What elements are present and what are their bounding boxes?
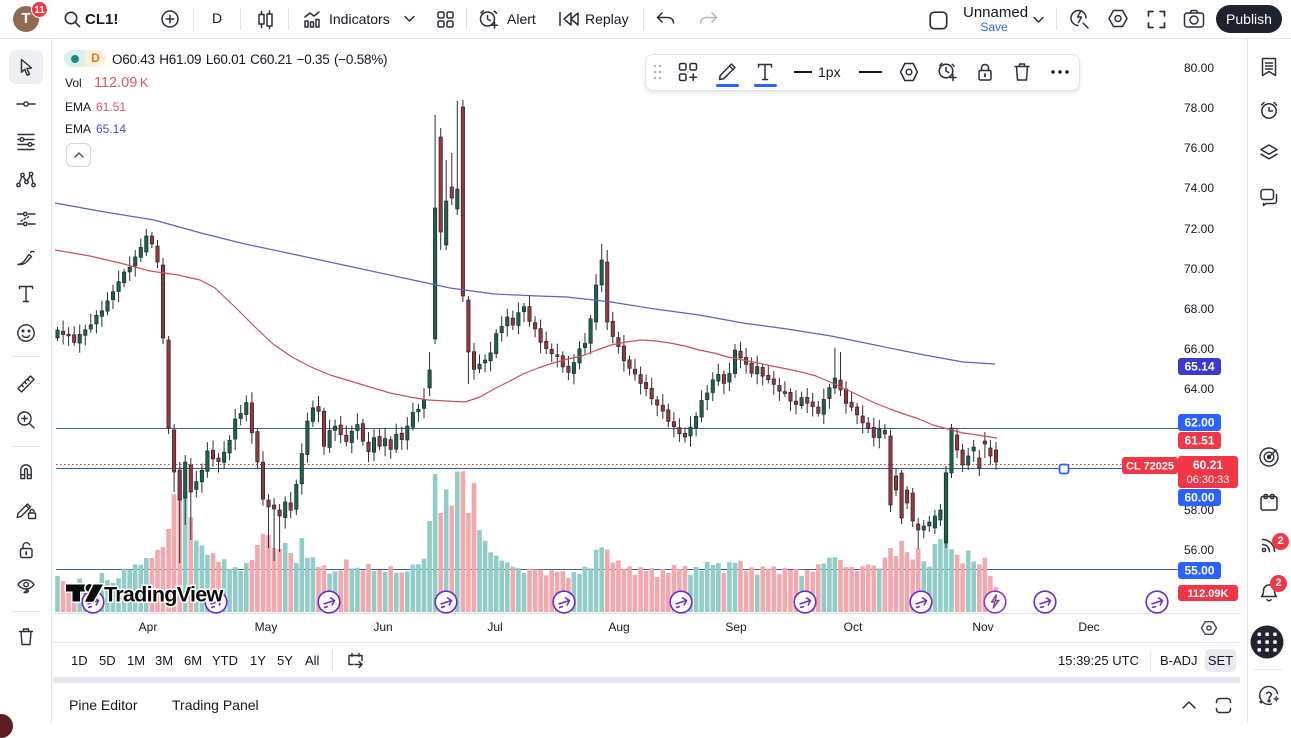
- svg-text:Jun: Jun: [373, 620, 392, 634]
- svg-text:Apr: Apr: [139, 620, 158, 634]
- svg-text:Sep: Sep: [725, 620, 747, 634]
- svg-text:112.09K: 112.09K: [1188, 588, 1229, 600]
- svg-text:Dec: Dec: [1078, 620, 1099, 634]
- svg-text:78.00: 78.00: [1184, 101, 1214, 115]
- svg-text:55.00: 55.00: [1184, 564, 1214, 578]
- svg-text:70.00: 70.00: [1184, 262, 1214, 276]
- svg-text:72.00: 72.00: [1184, 222, 1214, 236]
- svg-text:76.00: 76.00: [1184, 141, 1214, 155]
- svg-text:62.00: 62.00: [1184, 416, 1214, 430]
- svg-text:74.00: 74.00: [1184, 181, 1214, 195]
- svg-text:68.00: 68.00: [1184, 302, 1214, 316]
- svg-text:CL 72025: CL 72025: [1126, 461, 1174, 473]
- svg-text:64.00: 64.00: [1184, 382, 1214, 396]
- svg-text:61.51: 61.51: [1184, 434, 1214, 448]
- svg-text:80.00: 80.00: [1184, 61, 1214, 75]
- svg-text:60.00: 60.00: [1184, 491, 1214, 505]
- svg-text:06:30:33: 06:30:33: [1187, 474, 1230, 486]
- svg-text:58.00: 58.00: [1184, 503, 1214, 517]
- svg-text:65.14: 65.14: [1184, 360, 1214, 374]
- svg-text:TradingView: TradingView: [104, 583, 224, 607]
- svg-text:May: May: [255, 620, 278, 634]
- svg-text:66.00: 66.00: [1184, 342, 1214, 356]
- svg-text:Nov: Nov: [972, 620, 993, 634]
- svg-text:56.00: 56.00: [1184, 543, 1214, 557]
- svg-text:60.21: 60.21: [1193, 458, 1223, 472]
- svg-text:Jul: Jul: [487, 620, 502, 634]
- svg-text:Oct: Oct: [844, 620, 863, 634]
- svg-text:Aug: Aug: [608, 620, 629, 634]
